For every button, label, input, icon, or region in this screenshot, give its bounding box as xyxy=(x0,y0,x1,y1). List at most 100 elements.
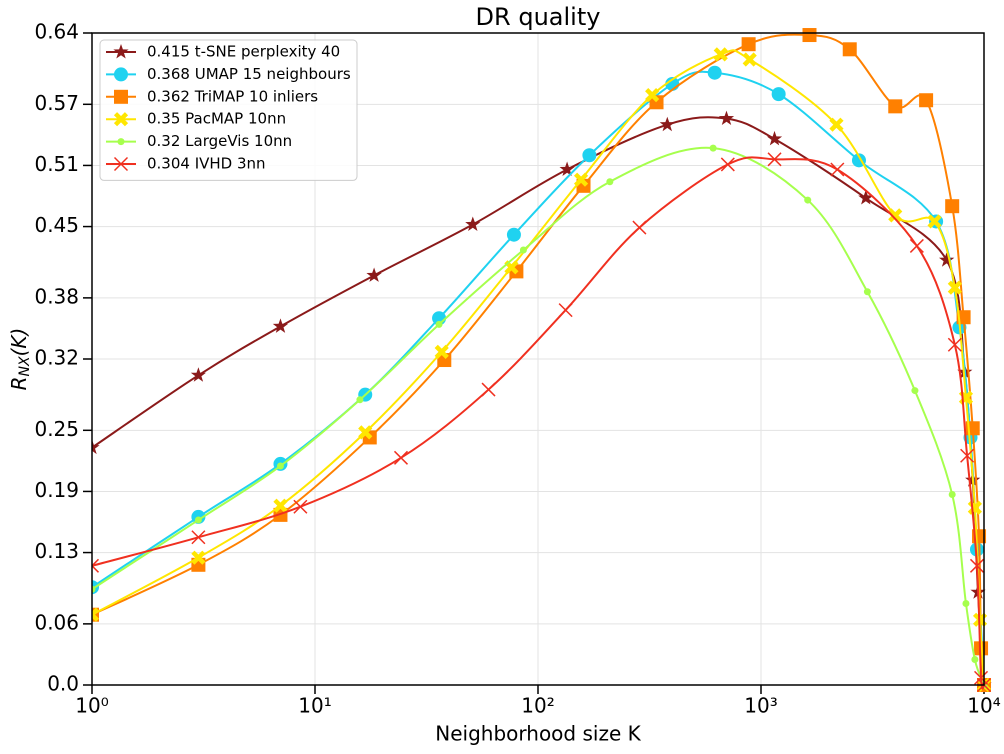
marker xyxy=(771,87,786,102)
marker xyxy=(830,162,845,177)
marker xyxy=(718,110,735,125)
y-axis-label: RNX(K) xyxy=(7,328,34,391)
marker xyxy=(573,172,589,187)
marker xyxy=(393,450,409,465)
marker xyxy=(974,670,989,685)
marker xyxy=(919,93,934,108)
series-line xyxy=(92,49,985,686)
marker xyxy=(435,320,443,328)
marker xyxy=(465,216,481,231)
marker xyxy=(92,607,99,622)
legend-marker xyxy=(117,138,125,146)
marker xyxy=(558,303,573,318)
y-label-sub: NX xyxy=(17,356,33,376)
y-tick-label: 0.51 xyxy=(34,152,79,176)
marker xyxy=(659,116,675,132)
marker xyxy=(741,37,756,52)
marker xyxy=(92,585,96,593)
marker xyxy=(273,498,288,513)
x-tick-label: 10⁴ xyxy=(967,694,1000,718)
y-tick-label: 0.32 xyxy=(34,346,79,370)
marker xyxy=(945,199,960,214)
marker xyxy=(272,318,289,333)
marker xyxy=(519,246,527,254)
y-tick-label: 0.57 xyxy=(34,91,79,115)
y-tick-label: 0.19 xyxy=(34,478,79,502)
y-label-main: R xyxy=(7,376,31,390)
marker xyxy=(582,148,597,163)
x-tick-label: 10¹ xyxy=(298,694,331,718)
frame xyxy=(91,32,985,686)
marker xyxy=(804,196,812,204)
marker xyxy=(766,130,783,146)
marker xyxy=(960,448,975,463)
marker xyxy=(366,267,382,282)
marker xyxy=(191,550,206,565)
series-line xyxy=(92,146,985,686)
marker xyxy=(434,344,449,359)
marker xyxy=(190,367,206,382)
x-tick-label: 10⁰ xyxy=(75,694,108,718)
marker xyxy=(911,387,919,395)
legend: 0.415 t-SNE perplexity 40 0.368 UMAP 15 n… xyxy=(99,39,358,181)
y-tick-label: 0.45 xyxy=(34,213,79,237)
chart-title: DR quality xyxy=(476,3,601,31)
y-tick-label: 0.13 xyxy=(34,539,79,563)
marker xyxy=(842,42,857,57)
legend-marker xyxy=(113,44,129,59)
marker xyxy=(92,439,100,455)
marker xyxy=(632,220,647,235)
marker xyxy=(829,117,844,132)
marker xyxy=(92,607,100,622)
marker xyxy=(742,52,757,67)
marker xyxy=(606,178,614,186)
legend-marker xyxy=(113,112,129,127)
legend-box xyxy=(99,39,358,181)
marker xyxy=(939,252,955,267)
legend-marker xyxy=(114,89,128,104)
marker xyxy=(971,656,979,664)
x-axis-label: Neighborhood size K xyxy=(435,722,641,746)
marker xyxy=(506,227,521,242)
x-tick-label: 10³ xyxy=(744,694,777,718)
y-tick-label: 0.64 xyxy=(34,20,79,44)
marker xyxy=(858,190,874,205)
x-tick-label: 10² xyxy=(521,694,554,718)
marker xyxy=(356,396,364,404)
marker xyxy=(358,425,373,440)
plot-area xyxy=(92,28,992,693)
marker xyxy=(276,462,284,470)
legend-label: 0.368 UMAP 15 neighbours xyxy=(147,65,351,83)
marker xyxy=(720,157,735,172)
y-tick-label: 0.38 xyxy=(34,284,79,308)
marker xyxy=(888,208,903,223)
y-tick-label: 0.06 xyxy=(34,610,79,634)
marker xyxy=(559,161,575,176)
marker xyxy=(767,152,782,167)
marker xyxy=(194,516,202,524)
marker xyxy=(707,65,722,80)
marker xyxy=(909,238,924,253)
marker xyxy=(947,337,962,352)
marker xyxy=(927,214,942,229)
legend-label: 0.304 IVHD 3nn xyxy=(147,155,266,173)
legend-label: 0.32 LargeVis 10nn xyxy=(147,132,292,150)
marker xyxy=(969,558,985,573)
y-tick-label: 0.0 xyxy=(47,672,79,696)
marker xyxy=(888,99,903,114)
y-label-rest: (K) xyxy=(7,328,31,357)
marker xyxy=(947,280,962,295)
marker xyxy=(863,288,871,296)
marker xyxy=(962,600,970,607)
marker xyxy=(92,558,100,573)
marker xyxy=(713,47,728,62)
marker xyxy=(481,382,496,397)
marker xyxy=(802,28,817,43)
marker xyxy=(948,490,956,498)
legend-label: 0.415 t-SNE perplexity 40 xyxy=(147,43,340,61)
legend-label: 0.362 TriMAP 10 inliers xyxy=(147,87,318,105)
legend-marker xyxy=(114,67,128,82)
y-tick-label: 0.25 xyxy=(34,417,79,441)
series-line xyxy=(92,156,985,690)
